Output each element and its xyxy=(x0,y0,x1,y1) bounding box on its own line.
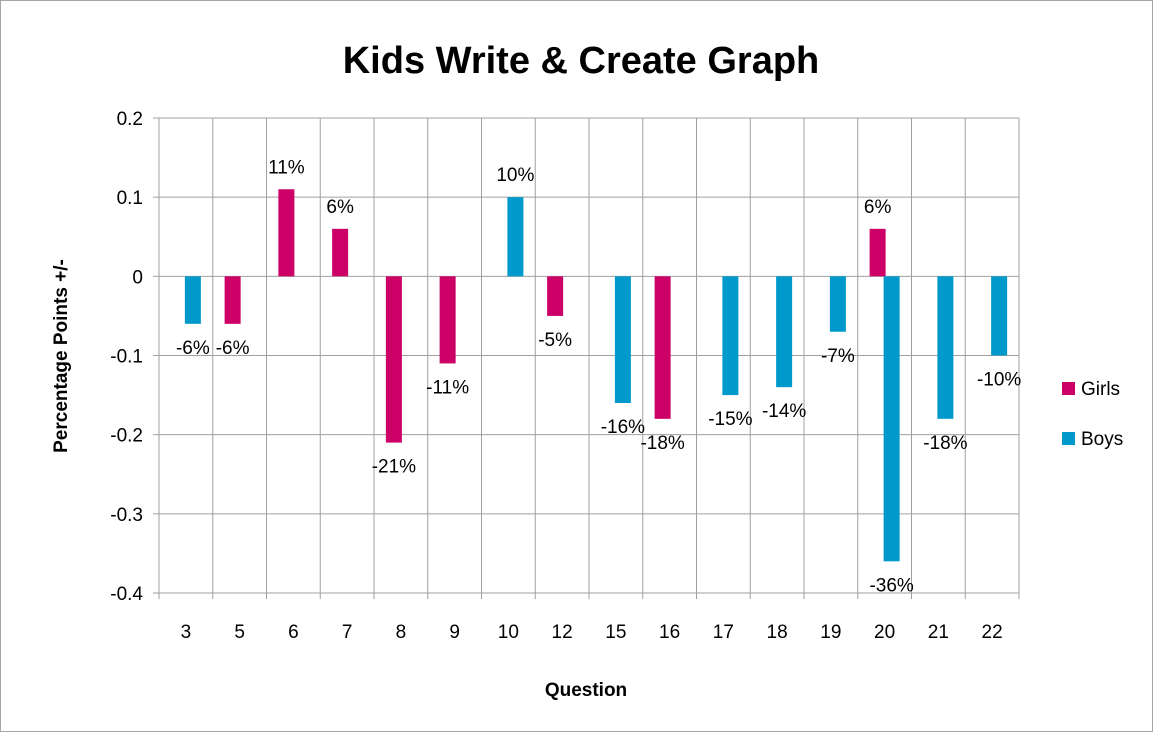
bar-boys xyxy=(184,276,201,324)
data-label: -14% xyxy=(762,401,806,422)
x-tick-label: 8 xyxy=(396,622,407,643)
data-label: -6% xyxy=(176,338,210,359)
bar-girls xyxy=(385,276,402,443)
bar-boys xyxy=(937,276,954,419)
y-tick-label: 0.1 xyxy=(117,188,143,209)
x-tick-label: 12 xyxy=(552,622,573,643)
y-tick-label: -0.3 xyxy=(110,505,143,526)
chart-title: Kids Write & Create Graph xyxy=(343,40,820,82)
x-tick-label: 9 xyxy=(449,622,460,643)
data-label: 6% xyxy=(864,197,892,218)
data-label: -5% xyxy=(538,330,572,351)
bar-boys xyxy=(614,276,631,403)
x-tick-label: 7 xyxy=(342,622,353,643)
bar-boys xyxy=(722,276,739,396)
x-tick-label: 22 xyxy=(982,622,1003,643)
data-labels: -6%11%6%-21%-11%-5%-18%6%-6%10%-16% -15% -… xyxy=(176,157,1021,596)
x-tick-label: 21 xyxy=(928,622,949,643)
bar-boys xyxy=(883,276,900,562)
data-label: -21% xyxy=(372,457,416,478)
data-label: -36% xyxy=(869,575,913,596)
x-tick-label: 18 xyxy=(767,622,788,643)
bar-girls xyxy=(224,276,241,324)
bar-girls xyxy=(654,276,671,419)
y-tick-label: 0 xyxy=(132,267,143,288)
data-label: 6% xyxy=(326,197,354,218)
bar-boys xyxy=(776,276,793,388)
data-label: -16% xyxy=(601,417,645,438)
legend-swatch-girls xyxy=(1062,382,1075,395)
bar-girls xyxy=(869,228,886,277)
y-tick-label: -0.4 xyxy=(110,584,143,605)
data-label: -15% xyxy=(708,409,752,430)
data-label: -10% xyxy=(977,370,1021,391)
legend-label-boys: Boys xyxy=(1081,429,1123,450)
x-tick-label: 3 xyxy=(181,622,192,643)
bar-boys xyxy=(507,197,524,277)
y-axis-title: Percentage Points +/- xyxy=(51,259,72,453)
bar-girls xyxy=(332,228,349,277)
gridlines xyxy=(153,117,1020,599)
data-label: 11% xyxy=(268,157,305,178)
data-label: -18% xyxy=(923,433,967,454)
y-tick-label: -0.1 xyxy=(110,347,143,368)
x-axis-title: Question xyxy=(545,680,627,701)
x-tick-label: 5 xyxy=(234,622,245,643)
data-label: -18% xyxy=(640,433,684,454)
bar-girls xyxy=(439,276,456,364)
tick-labels: 0.2 0.1 0 -0.1 -0.2 -0.3 -0.4 3 5 6 7 8 9 10 12 15 16 17 1… xyxy=(110,109,1002,643)
y-tick-label: -0.2 xyxy=(110,426,143,447)
legend-label-girls: Girls xyxy=(1081,379,1120,400)
data-label: -11% xyxy=(426,377,469,398)
bars xyxy=(184,189,1008,562)
bar-girls xyxy=(278,189,295,277)
x-tick-label: 16 xyxy=(659,622,680,643)
x-tick-label: 15 xyxy=(605,622,626,643)
bar-girls xyxy=(547,276,564,316)
x-tick-label: 17 xyxy=(713,622,734,643)
bar-boys xyxy=(991,276,1008,356)
legend: Girls Boys xyxy=(1062,379,1123,450)
data-label: -6% xyxy=(216,338,250,359)
x-tick-label: 20 xyxy=(874,622,895,643)
y-tick-label: 0.2 xyxy=(117,109,143,130)
bar-boys xyxy=(829,276,846,332)
x-tick-label: 19 xyxy=(820,622,841,643)
x-tick-label: 10 xyxy=(498,622,519,643)
data-label: 10% xyxy=(496,165,534,186)
data-label: -7% xyxy=(821,346,855,367)
x-tick-label: 6 xyxy=(288,622,299,643)
legend-swatch-boys xyxy=(1062,432,1075,445)
